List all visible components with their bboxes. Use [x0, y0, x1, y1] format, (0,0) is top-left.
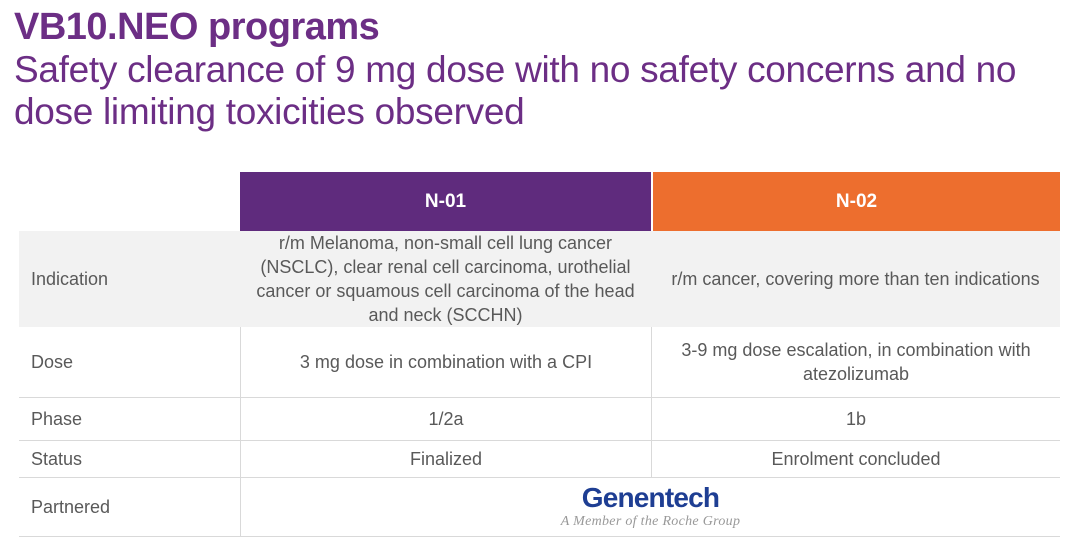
table-header-row: N-01 N-02 — [19, 172, 1060, 231]
row-label-partnered: Partnered — [31, 496, 111, 517]
partner-logo-cell: Genentech A Member of the Roche Group — [240, 478, 1060, 536]
table-row-phase: Phase 1/2a 1b — [19, 398, 1060, 441]
phase-n01-value: 1/2a — [240, 398, 651, 440]
status-n02-value: Enrolment concluded — [651, 441, 1060, 477]
indication-n02-value: r/m cancer, covering more than ten indic… — [671, 269, 1040, 289]
genentech-logo-tagline: A Member of the Roche Group — [560, 514, 741, 529]
table-row-status: Status Finalized Enrolment concluded — [19, 441, 1060, 478]
slide-subtitle: Safety clearance of 9 mg dose with no sa… — [14, 49, 1017, 132]
row-label-phase: Phase — [31, 408, 83, 429]
indication-n01-value: r/m Melanoma, non-small cell lung cancer… — [256, 233, 635, 325]
row-label-dose: Dose — [31, 351, 74, 372]
table-row-partnered: Partnered Genentech A Member of the Roch… — [19, 478, 1060, 537]
slide-title: VB10.NEO programs — [14, 6, 380, 48]
column-header-n01: N-01 — [240, 172, 651, 231]
row-label-indication: Indication — [31, 268, 109, 289]
table-row-dose: Dose 3 mg dose in combination with a CPI… — [19, 327, 1060, 398]
dose-n01-value: 3 mg dose in combination with a CPI — [240, 327, 651, 397]
header-spacer — [19, 172, 240, 231]
column-header-n02: N-02 — [651, 172, 1060, 231]
genentech-logo: Genentech — [581, 482, 720, 513]
dose-n02-value: 3-9 mg dose escalation, in combination w… — [651, 327, 1060, 397]
phase-n02-value: 1b — [651, 398, 1060, 440]
programs-table: N-01 N-02 Indication r/m Melanoma, non-s… — [19, 172, 1060, 537]
status-n01-value: Finalized — [240, 441, 651, 477]
row-label-status: Status — [31, 448, 83, 469]
table-row-indication: Indication r/m Melanoma, non-small cell … — [19, 231, 1060, 327]
